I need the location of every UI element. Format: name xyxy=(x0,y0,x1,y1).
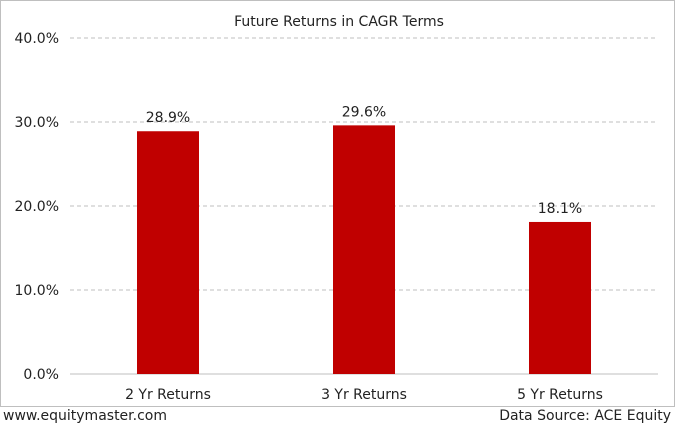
data-source: Data Source: ACE Equity xyxy=(499,408,671,424)
x-tick-label: 5 Yr Returns xyxy=(517,387,603,403)
data-label: 18.1% xyxy=(538,201,582,217)
y-tick-label: 30.0% xyxy=(15,115,59,131)
y-tick-label: 20.0% xyxy=(15,199,59,215)
website-credit: www.equitymaster.com xyxy=(3,408,167,424)
y-tick-label: 0.0% xyxy=(23,367,59,383)
bar-chart: Future Returns in CAGR Terms 0.0% 10.0% 20… xyxy=(15,14,658,403)
x-tick-label: 3 Yr Returns xyxy=(321,387,407,403)
bar xyxy=(137,131,199,374)
chart-title: Future Returns in CAGR Terms xyxy=(234,14,444,30)
bar xyxy=(333,125,395,374)
y-tick-label: 40.0% xyxy=(15,31,59,47)
x-tick-label: 2 Yr Returns xyxy=(125,387,211,403)
chart-area: Future Returns in CAGR Terms 0.0% 10.0% 20… xyxy=(0,0,675,407)
bar xyxy=(529,221,591,374)
data-label: 28.9% xyxy=(146,110,190,126)
data-label: 29.6% xyxy=(342,104,386,120)
y-tick-label: 10.0% xyxy=(15,283,59,299)
